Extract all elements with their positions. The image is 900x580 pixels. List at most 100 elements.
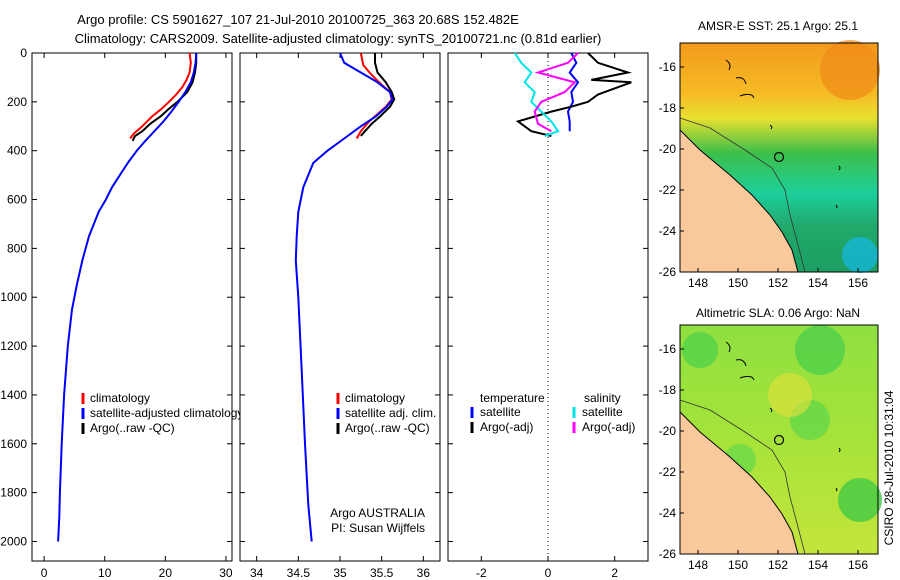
salinity-panel: 3434.53535.536salinityclimatologysatelli… <box>239 52 441 580</box>
title-line-2: Climatology: CARS2009. Satellite-adjuste… <box>75 31 602 46</box>
temperature-series-2 <box>57 52 198 542</box>
sla-ytick-label: -16 <box>659 342 677 356</box>
temperature-series-1 <box>129 52 192 140</box>
difference-series-2 <box>513 52 560 137</box>
sla-land <box>680 412 798 554</box>
sla-map: Altimetric SLA: 0.06 Argo: NaN 148 150 152… <box>659 306 882 572</box>
sst-xtick-label: 156 <box>848 276 868 290</box>
salinity-xtick-label: 36 <box>417 566 431 580</box>
legend-title-salinity: salinity <box>584 391 621 405</box>
sla-map-frame <box>679 324 879 555</box>
sst-ytick-label: -16 <box>659 60 677 74</box>
salinity-legend-label: satellite adj. clim. <box>345 406 436 420</box>
legend-title-temperature: temperature <box>480 391 545 405</box>
sla-xtick-label: 150 <box>728 558 748 572</box>
depth-tick-label: 2000 <box>0 534 27 548</box>
temperature-frame <box>31 52 233 562</box>
sla-argo-marker <box>773 434 785 446</box>
difference-xtick-label: 0 <box>545 566 552 580</box>
provider-annotation: PI: Susan Wijffels <box>331 521 425 535</box>
temperature-series-0 <box>131 53 198 142</box>
difference-series-1 <box>515 52 632 137</box>
sst-cool-patch <box>842 237 878 273</box>
difference-series-3 <box>533 52 579 133</box>
sst-map-frame <box>679 42 879 273</box>
depth-tick-label: 800 <box>7 241 27 255</box>
sla-ytick-label: -20 <box>659 424 677 438</box>
difference-legend-label: Argo(-adj) <box>480 420 533 434</box>
temperature-xtick-label: 20 <box>159 566 173 580</box>
sst-argo-marker <box>773 151 785 163</box>
depth-tick-label: 600 <box>7 193 27 207</box>
sla-patch-1 <box>682 332 718 368</box>
sst-ytick-label: -18 <box>659 101 677 115</box>
sst-xtick-label: 152 <box>768 276 788 290</box>
sst-map: AMSR-E SST: 25.1 Argo: 25.1 <box>659 19 880 290</box>
temperature-legend-label: climatology <box>90 391 150 405</box>
sla-patch-4 <box>838 478 882 522</box>
difference-xtick-label: 2 <box>611 566 618 580</box>
depth-tick-label: 1400 <box>0 388 27 402</box>
difference-legend-label: Argo(-adj) <box>582 420 635 434</box>
sst-reef-islands <box>725 59 841 209</box>
sst-shelf-edge <box>679 117 806 273</box>
salinity-series-2 <box>294 52 394 542</box>
sla-ytick-label: -26 <box>659 547 677 561</box>
sla-coastline <box>679 411 799 555</box>
sst-ytick-label: -20 <box>659 142 677 156</box>
difference-legend-label: satellite <box>582 405 623 419</box>
side-stamp: CSIRO 28-Jul-2010 10:31:04 <box>882 390 896 545</box>
depth-tick-label: 1600 <box>0 437 27 451</box>
sla-xtick-label: 154 <box>808 558 828 572</box>
salinity-frame <box>239 52 441 562</box>
temperature-panel: 0102030temperature0200400600800100012001… <box>0 46 243 580</box>
salinity-legend-label: Argo(..raw -QC) <box>345 421 430 435</box>
sla-ytick-label: -18 <box>659 383 677 397</box>
sla-xtick-label: 148 <box>688 558 708 572</box>
temperature-xtick-label: 0 <box>41 566 48 580</box>
difference-xtick-label: -2 <box>476 566 487 580</box>
temperature-legend-label: satellite-adjusted climatology <box>90 406 243 420</box>
depth-tick-label: 1200 <box>0 339 27 353</box>
salinity-xtick-label: 34 <box>250 566 264 580</box>
temperature-xtick-label: 10 <box>98 566 112 580</box>
sla-ytick-label: -24 <box>659 506 677 520</box>
sst-ytick-label: -24 <box>659 224 677 238</box>
sst-land <box>680 130 798 272</box>
depth-tick-label: 400 <box>7 144 27 158</box>
sla-shelf-edge <box>679 399 806 555</box>
sst-warm-patch <box>820 40 880 100</box>
depth-tick-label: 0 <box>20 46 27 60</box>
sst-xtick-label: 150 <box>728 276 748 290</box>
sla-ytick-label: -22 <box>659 465 677 479</box>
difference-legend-label: satellite <box>480 405 521 419</box>
salinity-series-0 <box>360 53 396 137</box>
depth-tick-label: 1800 <box>0 486 27 500</box>
temperature-legend-label: Argo(..raw -QC) <box>90 421 175 435</box>
sst-xtick-label: 148 <box>688 276 708 290</box>
title-line-1: Argo profile: CS 5901627_107 21-Jul-2010… <box>77 12 519 27</box>
difference-panel: -202difference from climatologytemperatu… <box>447 52 649 580</box>
depth-tick-label: 200 <box>7 95 27 109</box>
salinity-xtick-label: 35 <box>333 566 347 580</box>
sla-map-title: Altimetric SLA: 0.06 Argo: NaN <box>696 306 860 320</box>
sla-reef-islands <box>725 341 841 492</box>
sst-coastline <box>679 129 799 273</box>
sla-axes: 148 150 152 154 156 -16 -18 -20 -22 -24 -26 <box>659 342 869 572</box>
sst-ytick-label: -26 <box>659 265 677 279</box>
temperature-xtick-label: 30 <box>219 566 233 580</box>
salinity-legend-label: climatology <box>345 391 405 405</box>
depth-tick-label: 1000 <box>0 290 27 304</box>
salinity-xtick-label: 35.5 <box>370 566 394 580</box>
sla-patch-2 <box>795 325 845 375</box>
sst-map-title: AMSR-E SST: 25.1 Argo: 25.1 <box>698 19 858 33</box>
sst-axes: 148 150 152 154 156 -16 -18 -20 -22 -24 -26 <box>659 60 869 290</box>
sla-xtick-label: 156 <box>848 558 868 572</box>
difference-series-0 <box>566 52 580 132</box>
sst-xtick-label: 154 <box>808 276 828 290</box>
provider-annotation: Argo AUSTRALIA <box>330 506 425 520</box>
sst-ytick-label: -22 <box>659 183 677 197</box>
sla-xtick-label: 152 <box>768 558 788 572</box>
salinity-xtick-label: 34.5 <box>287 566 311 580</box>
